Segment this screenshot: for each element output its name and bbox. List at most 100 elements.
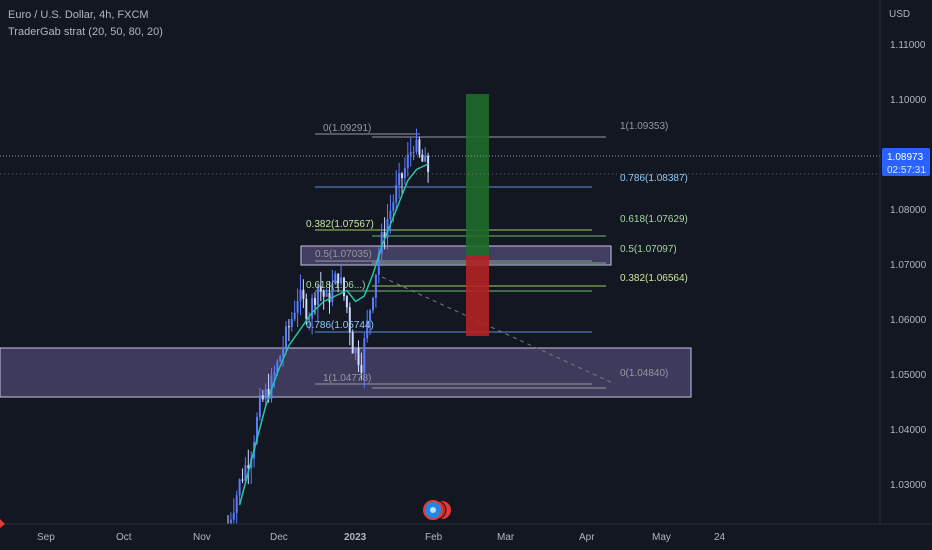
- candle-body: [409, 152, 412, 155]
- candle-body: [331, 284, 334, 303]
- candle-body: [261, 395, 264, 400]
- candle-body: [360, 365, 363, 373]
- price-tick-8: 1.03000: [890, 480, 927, 491]
- candle-body: [406, 154, 409, 169]
- candle-body: [287, 326, 290, 328]
- candle-body: [256, 416, 258, 443]
- fib-retracement-1[interactable]: [315, 133, 592, 385]
- candle-body: [343, 277, 345, 297]
- candle-body: [308, 318, 311, 320]
- candle-body: [258, 395, 261, 417]
- candle-body: [235, 495, 238, 513]
- time-axis-background[interactable]: [0, 524, 932, 550]
- candle-body: [232, 512, 235, 520]
- candle-body: [401, 173, 403, 179]
- candle-body: [328, 292, 331, 303]
- candle-body: [421, 154, 424, 162]
- candle-body: [374, 274, 377, 298]
- projection-dashed-line: [381, 276, 616, 385]
- candle-body: [319, 286, 322, 292]
- candle-body: [403, 168, 406, 179]
- price-tick-2: 1.10000: [890, 95, 927, 106]
- candle-body: [363, 338, 366, 373]
- price-axis-background[interactable]: [880, 0, 932, 550]
- candle-body: [418, 139, 421, 155]
- time-tick-oct: Oct: [116, 532, 132, 543]
- candle-body: [377, 253, 380, 275]
- candle-body: [412, 151, 415, 153]
- candle-body: [290, 319, 293, 328]
- time-tick-feb: Feb: [425, 532, 443, 543]
- candle-body: [395, 185, 398, 203]
- candle-body: [334, 273, 337, 285]
- current-price-tag: [882, 148, 930, 176]
- candle-body: [314, 298, 316, 306]
- candle-body: [383, 232, 386, 239]
- price-tick-7: 1.04000: [890, 425, 927, 436]
- price-tick-1: 1.11000: [890, 40, 926, 51]
- candle-body: [372, 297, 374, 311]
- candle-body: [293, 312, 296, 320]
- candle-body: [285, 326, 287, 348]
- fib2-label-05: 0.5(1.07097): [620, 244, 677, 255]
- candle-body: [340, 277, 343, 284]
- candle-body: [322, 291, 325, 297]
- fib1-label-05: 0.5(1.07035): [315, 249, 372, 260]
- fib1-label-0618: 0.618(1.06...): [306, 280, 365, 291]
- candle-body: [366, 320, 369, 339]
- time-tick-24: 24: [714, 532, 726, 543]
- supply-demand-zone-lower[interactable]: [0, 347, 692, 398]
- candle-body: [247, 465, 250, 469]
- time-tick-sep: Sep: [37, 532, 55, 543]
- candle-body: [337, 273, 340, 284]
- candle-body: [325, 292, 328, 297]
- time-tick-mar: Mar: [497, 532, 515, 543]
- candles-group: [227, 128, 430, 533]
- fib1-label-0382: 0.382(1.07567): [306, 219, 374, 230]
- candle-body: [380, 232, 383, 254]
- left-edge-marker: [0, 519, 5, 528]
- candle-body: [264, 388, 267, 400]
- candle-body: [238, 479, 241, 496]
- candle-body: [427, 155, 430, 172]
- symbol-title[interactable]: Euro / U.S. Dollar, 4h, FXCM: [8, 9, 149, 21]
- price-axis-currency: USD: [889, 9, 910, 20]
- candle-body: [296, 301, 299, 313]
- candle-body: [424, 155, 427, 162]
- candle-body: [392, 202, 395, 211]
- candle-body: [398, 173, 401, 186]
- event-badge-dot: [430, 507, 436, 513]
- fib2-label-1: 1(1.09353): [620, 121, 668, 132]
- countdown-value: 02:57:31: [887, 165, 926, 176]
- candle-body: [415, 139, 418, 152]
- fib2-label-0618: 0.618(1.07629): [620, 214, 688, 225]
- candle-body: [241, 479, 244, 481]
- time-tick-2023: 2023: [344, 532, 367, 543]
- price-tick-4: 1.07000: [890, 260, 927, 271]
- candle-body: [345, 296, 348, 308]
- time-tick-dec: Dec: [270, 532, 288, 543]
- candle-body: [276, 361, 279, 373]
- candle-body: [299, 289, 302, 302]
- candle-body: [316, 286, 319, 306]
- candle-body: [311, 298, 314, 319]
- candle-body: [389, 210, 392, 220]
- candle-body: [244, 465, 247, 481]
- candle-body: [305, 298, 308, 319]
- indicator-legend[interactable]: TraderGab strat (20, 50, 80, 20): [8, 26, 163, 38]
- fib1-label-0786: 0.786(1.05744): [306, 320, 374, 331]
- price-tick-3: 1.08000: [890, 205, 927, 216]
- candle-body: [273, 372, 276, 376]
- price-tick-5: 1.06000: [890, 315, 927, 326]
- position-stop-zone[interactable]: [466, 256, 489, 336]
- candle-body: [369, 310, 372, 321]
- candle-body: [282, 347, 285, 357]
- position-target-zone[interactable]: [466, 94, 489, 256]
- candle-body: [348, 307, 351, 333]
- event-badges[interactable]: [423, 500, 451, 520]
- candle-body: [351, 332, 354, 354]
- time-tick-may: May: [652, 532, 671, 543]
- time-tick-nov: Nov: [193, 532, 211, 543]
- candle-body: [229, 519, 232, 525]
